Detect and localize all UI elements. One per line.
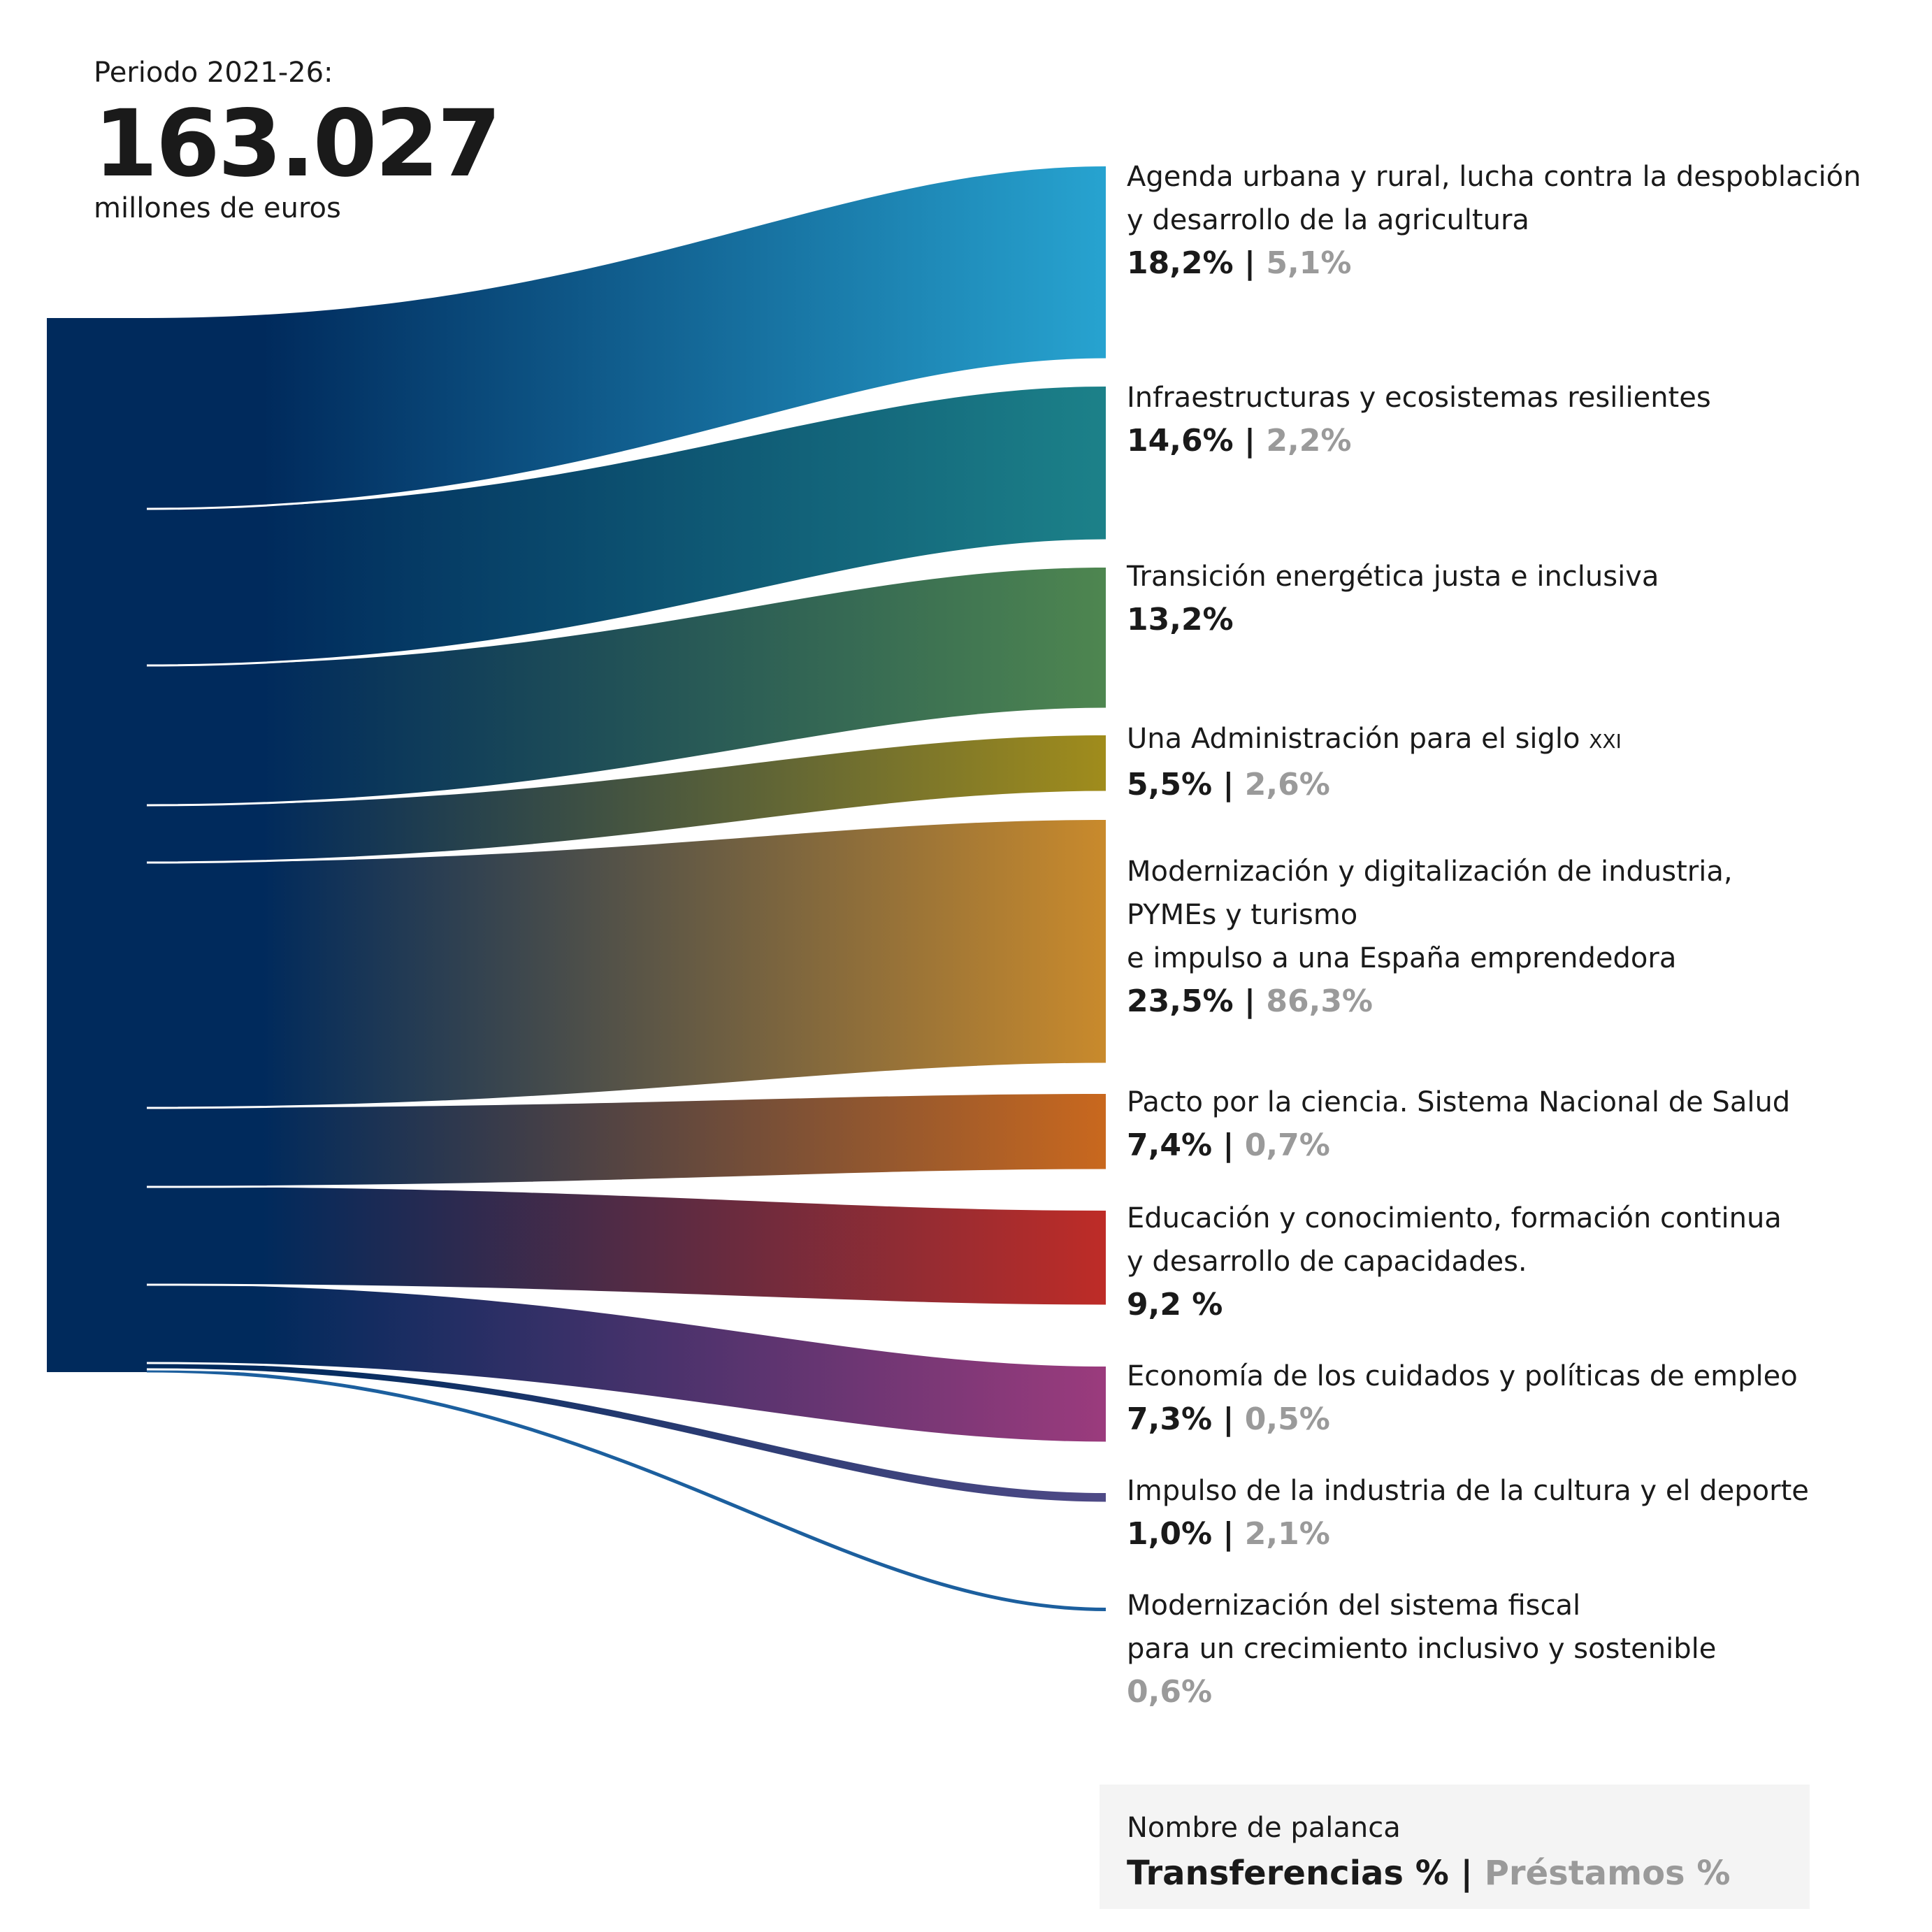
flow-separator <box>146 358 1106 510</box>
flow-band-7 <box>147 1187 1106 1306</box>
transfer-value: 14,6% <box>1127 423 1234 459</box>
transfer-value: 9,2 % <box>1127 1287 1223 1322</box>
flow-separator <box>146 1062 1106 1109</box>
flow-label-7: Educación y conocimiento, formación cont… <box>1127 1197 1917 1327</box>
legend-transfer-label: Transferencias % <box>1127 1854 1449 1893</box>
flow-label-4: Una Administración para el siglo XXI 5,5%… <box>1127 717 1917 807</box>
legend-values: Transferencias % | Préstamos % <box>1127 1852 1730 1895</box>
flow-values: 9,2 % <box>1127 1283 1917 1327</box>
value-separator: | <box>1212 767 1245 802</box>
loan-value: 2,6% <box>1244 767 1330 802</box>
flow-band-10 <box>146 1369 1106 1611</box>
loan-value: 5,1% <box>1266 245 1352 281</box>
transfer-value: 7,4% <box>1127 1127 1213 1163</box>
legend-loan-label: Préstamos % <box>1484 1854 1731 1893</box>
transfer-value: 23,5% <box>1127 983 1234 1019</box>
flow-values: 5,5% | 2,6% <box>1127 763 1917 807</box>
flow-name: Transición energética justa e inclusiva <box>1127 561 1659 593</box>
flow-band-5 <box>147 820 1106 1108</box>
flow-name: Modernización del sistema fiscal para un… <box>1127 1589 1717 1665</box>
total-amount: 163.027 <box>94 90 501 198</box>
flow-values: 7,3% | 0,5% <box>1127 1398 1917 1441</box>
loan-value: 0,7% <box>1244 1127 1330 1163</box>
header: Periodo 2021-26: 163.027 millones de eur… <box>94 55 501 226</box>
value-separator: | <box>1212 1516 1245 1552</box>
flow-name: Pacto por la ciencia. Sistema Nacional d… <box>1127 1086 1791 1118</box>
flow-name: Modernización y digitalización de indust… <box>1127 856 1733 974</box>
flow-band-9 <box>147 1363 1106 1503</box>
flow-values: 13,2% <box>1127 598 1917 642</box>
flow-separator <box>146 791 1106 864</box>
flow-band-4 <box>147 735 1106 863</box>
flow-band-1 <box>147 166 1106 509</box>
flow-values: 18,2% | 5,1% <box>1127 242 1917 285</box>
legend-box: Nombre de palanca Transferencias % | Pré… <box>1100 1785 1810 1909</box>
flow-name: Impulso de la industria de la cultura y … <box>1127 1475 1809 1507</box>
loan-value: 86,3% <box>1266 983 1374 1019</box>
flow-values: 1,0% | 2,1% <box>1127 1513 1917 1556</box>
loan-value: 2,1% <box>1244 1516 1330 1552</box>
flow-separator <box>146 1362 1106 1444</box>
source-node <box>47 318 147 1372</box>
flow-label-5: Modernización y digitalización de indust… <box>1127 850 1917 1023</box>
value-separator: | <box>1233 423 1267 459</box>
flow-band-6 <box>147 1094 1106 1187</box>
flow-separator <box>146 1283 1106 1307</box>
flow-label-9: Impulso de la industria de la cultura y … <box>1127 1469 1917 1556</box>
flow-values: 0,6% <box>1127 1671 1917 1714</box>
transfer-value: 7,3% <box>1127 1401 1213 1437</box>
flow-band-2 <box>147 387 1106 665</box>
loan-value: 0,6% <box>1127 1674 1213 1710</box>
flow-label-3: Transición energética justa e inclusiva 1… <box>1127 555 1917 642</box>
flow-name: Economía de los cuidados y políticas de … <box>1127 1360 1798 1392</box>
value-separator: | <box>1212 1401 1245 1437</box>
period-label: Periodo 2021-26: <box>94 57 333 89</box>
flow-separator <box>146 1169 1106 1188</box>
value-separator: | <box>1233 983 1267 1019</box>
flow-separator <box>146 707 1106 807</box>
flow-label-1: Agenda urbana y rural, lucha contra la d… <box>1127 155 1917 285</box>
loan-value: 2,2% <box>1266 423 1352 459</box>
legend-separator: | <box>1460 1854 1473 1893</box>
flow-values: 14,6% | 2,2% <box>1127 419 1917 463</box>
transfer-value: 13,2% <box>1127 602 1234 637</box>
flow-name-smallcaps: XXI <box>1589 730 1622 753</box>
flow-name: Agenda urbana y rural, lucha contra la d… <box>1127 161 1861 236</box>
flow-label-2: Infraestructuras y ecosistemas resilient… <box>1127 376 1917 463</box>
transfer-value: 1,0% <box>1127 1516 1213 1552</box>
value-separator: | <box>1212 1127 1245 1163</box>
flow-name: Infraestructuras y ecosistemas resilient… <box>1127 382 1711 414</box>
flow-values: 7,4% | 0,7% <box>1127 1124 1917 1167</box>
flow-band-3 <box>147 568 1106 805</box>
unit-label: millones de euros <box>94 192 341 224</box>
flow-name: Una Administración para el siglo XXI <box>1127 723 1622 755</box>
transfer-value: 5,5% <box>1127 767 1213 802</box>
flow-name: Educación y conocimiento, formación cont… <box>1127 1202 1782 1278</box>
legend-title: Nombre de palanca <box>1127 1812 1401 1844</box>
flow-separator <box>146 539 1106 667</box>
flow-values: 23,5% | 86,3% <box>1127 980 1917 1023</box>
value-separator: | <box>1233 245 1267 281</box>
flow-separator <box>146 1368 1106 1504</box>
loan-value: 0,5% <box>1244 1401 1330 1437</box>
flow-label-10: Modernización del sistema fiscal para un… <box>1127 1584 1917 1714</box>
transfer-value: 18,2% <box>1127 245 1234 281</box>
flow-band-8 <box>147 1285 1106 1443</box>
flow-label-6: Pacto por la ciencia. Sistema Nacional d… <box>1127 1081 1917 1167</box>
flow-label-8: Economía de los cuidados y políticas de … <box>1127 1355 1917 1441</box>
